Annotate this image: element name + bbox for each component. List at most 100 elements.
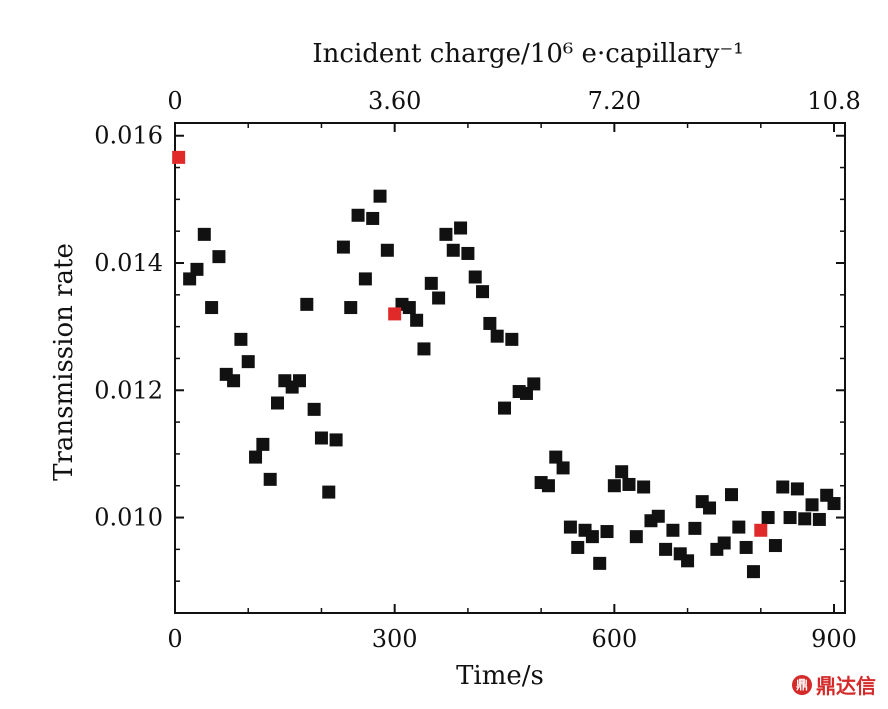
- data-point: [600, 525, 614, 539]
- data-point: [593, 556, 607, 570]
- data-point: [768, 539, 782, 553]
- data-point: [563, 520, 577, 534]
- data-point: [607, 479, 621, 493]
- data-point: [241, 355, 255, 369]
- data-point: [205, 301, 219, 315]
- watermark-text: 鼎达信: [816, 674, 876, 698]
- data-point: [732, 520, 746, 534]
- data-point: [541, 479, 555, 493]
- y-axis-title: Transmission rate: [49, 243, 79, 481]
- data-point: [798, 512, 812, 526]
- data-point-highlight: [388, 307, 402, 321]
- data-point: [805, 498, 819, 512]
- data-point: [314, 431, 328, 445]
- data-point-highlight: [172, 150, 186, 164]
- data-point: [746, 565, 760, 579]
- axis-ticks: [174, 123, 845, 613]
- y-tick-label: 0.016: [94, 122, 163, 150]
- data-point: [417, 342, 431, 356]
- data-point: [790, 482, 804, 496]
- top-tick-label: 3.60: [368, 87, 421, 115]
- top-tick-label: 10.8: [807, 87, 860, 115]
- data-point: [292, 374, 306, 388]
- x-tick-label: 900: [811, 625, 857, 653]
- data-point: [249, 450, 263, 464]
- data-point-highlight: [754, 523, 768, 537]
- data-point: [629, 530, 643, 544]
- data-point: [681, 554, 695, 568]
- data-point: [549, 450, 563, 464]
- top-axis-title: Incident charge/10⁶ e·capillary⁻¹: [312, 39, 743, 69]
- data-point: [498, 401, 512, 415]
- x-tick-label: 600: [591, 625, 637, 653]
- data-point: [380, 243, 394, 257]
- data-point: [410, 313, 424, 327]
- data-point: [234, 332, 248, 346]
- data-point: [739, 540, 753, 554]
- data-point: [329, 433, 343, 447]
- plot-frame: [174, 122, 846, 614]
- data-point: [439, 227, 453, 241]
- data-point: [505, 332, 519, 346]
- data-point: [651, 509, 665, 523]
- data-point: [476, 285, 490, 299]
- data-point: [256, 437, 270, 451]
- data-point: [344, 301, 358, 315]
- data-point: [454, 221, 468, 235]
- data-point: [556, 461, 570, 475]
- data-point: [585, 530, 599, 544]
- data-point: [322, 485, 336, 499]
- data-point: [527, 377, 541, 391]
- data-point: [300, 297, 314, 311]
- data-point: [776, 480, 790, 494]
- data-point: [761, 511, 775, 525]
- data-point: [615, 465, 629, 479]
- axis-tick-labels: 0 300 600 900 0 3.60 7.20 10.8 0.010 0.012 0.014 0.…: [94, 87, 860, 653]
- data-point: [432, 291, 446, 305]
- data-point: [490, 329, 504, 343]
- data-point: [637, 480, 651, 494]
- data-point: [688, 521, 702, 535]
- data-point: [227, 374, 241, 388]
- data-point: [351, 208, 365, 222]
- data-point: [373, 189, 387, 203]
- data-point: [263, 472, 277, 486]
- y-tick-label: 0.014: [94, 249, 163, 277]
- data-point: [307, 402, 321, 416]
- top-tick-label: 7.20: [588, 87, 641, 115]
- data-point: [571, 540, 585, 554]
- data-point: [812, 512, 826, 526]
- data-point: [212, 250, 226, 264]
- watermark-logo-icon: 鼎: [792, 674, 812, 695]
- data-point: [446, 243, 460, 257]
- data-point: [402, 301, 416, 315]
- y-tick-label: 0.010: [94, 504, 163, 532]
- data-point: [336, 240, 350, 254]
- data-point: [703, 501, 717, 515]
- data-point: [659, 542, 673, 556]
- data-point: [725, 488, 739, 502]
- data-point: [461, 246, 475, 260]
- data-point: [271, 396, 285, 410]
- data-point: [424, 276, 438, 290]
- x-tick-label: 0: [167, 625, 182, 653]
- data-point: [190, 262, 204, 276]
- x-axis-title: Time/s: [456, 661, 544, 691]
- plot-border: [174, 122, 846, 614]
- watermark: 鼎 鼎达信: [792, 670, 876, 699]
- data-point: [717, 536, 731, 550]
- data-point: [197, 227, 211, 241]
- data-point: [666, 523, 680, 537]
- x-tick-label: 300: [372, 625, 418, 653]
- top-tick-label: 0: [167, 87, 182, 115]
- data-points: [172, 150, 841, 579]
- data-point: [783, 511, 797, 525]
- data-point: [483, 316, 497, 330]
- data-point: [827, 497, 841, 511]
- data-point: [622, 477, 636, 491]
- data-point: [366, 211, 380, 225]
- y-tick-label: 0.012: [94, 376, 163, 404]
- data-point: [468, 270, 482, 284]
- data-point: [358, 272, 372, 286]
